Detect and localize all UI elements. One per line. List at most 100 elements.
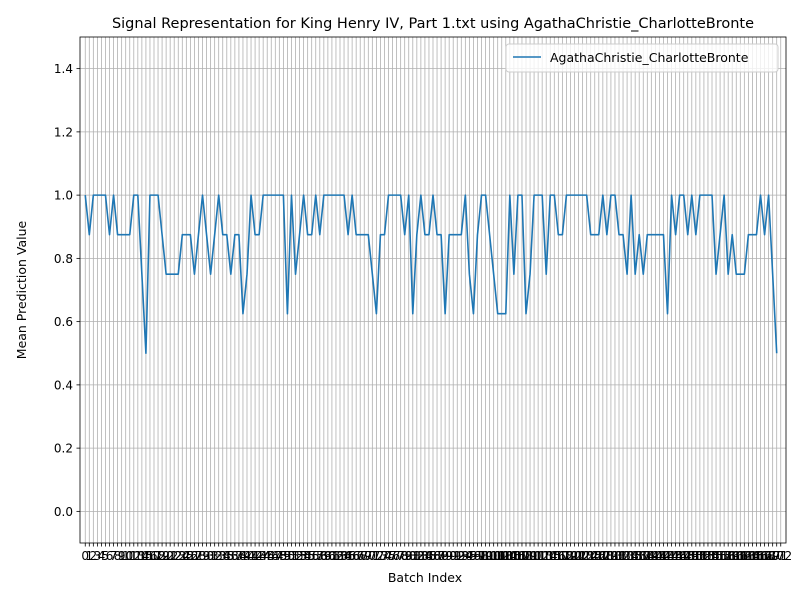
x-tick-label: 82 xyxy=(409,549,424,563)
x-tick-label: 92 xyxy=(450,549,465,563)
x-tick-label: 120 xyxy=(559,549,582,563)
x-tick-label: 19 xyxy=(154,549,169,563)
chart-title: Signal Representation for King Henry IV,… xyxy=(112,16,754,32)
x-tick-label: 52 xyxy=(288,549,303,563)
x-tick-label: 101 xyxy=(482,549,505,563)
y-tick-label: 1.2 xyxy=(54,125,73,139)
x-tick-label: 89 xyxy=(437,549,452,563)
x-tick-label: 153 xyxy=(692,549,715,563)
x-tick-label: 21 xyxy=(163,549,178,563)
x-tick-label: 53 xyxy=(292,549,307,563)
x-tick-label: 42 xyxy=(247,549,262,563)
x-tick-label: 54 xyxy=(296,549,311,563)
x-tick-label: 26 xyxy=(183,549,198,563)
x-tick-label: 127 xyxy=(587,549,610,563)
x-tick-label: 10 xyxy=(118,549,133,563)
x-tick-label: 164 xyxy=(737,549,760,563)
horizontal-gridlines xyxy=(80,68,786,512)
x-tick-label: 107 xyxy=(506,549,529,563)
x-tick-label: 1 xyxy=(85,549,93,563)
x-tick-label: 125 xyxy=(579,549,602,563)
x-tick-label: 37 xyxy=(227,549,242,563)
x-tick-label: 160 xyxy=(721,549,744,563)
x-tick-label: 119 xyxy=(555,549,578,563)
x-tick-label: 104 xyxy=(494,549,517,563)
x-tick-label: 133 xyxy=(612,549,635,563)
x-tick-label: 113 xyxy=(531,549,554,563)
x-tick-label: 146 xyxy=(664,549,687,563)
x-tick-label: 90 xyxy=(442,549,457,563)
x-tick-label: 148 xyxy=(672,549,695,563)
x-tick-label: 81 xyxy=(405,549,420,563)
x-tick-label: 100 xyxy=(478,549,501,563)
x-tick-label: 18 xyxy=(150,549,165,563)
x-tick-label: 124 xyxy=(575,549,598,563)
x-tick-label: 44 xyxy=(256,549,271,563)
x-tick-label: 171 xyxy=(765,549,788,563)
x-tick-label: 24 xyxy=(175,549,190,563)
x-tick-label: 56 xyxy=(304,549,319,563)
x-tick-label: 139 xyxy=(636,549,659,563)
x-tick-label: 106 xyxy=(502,549,525,563)
x-tick-label: 115 xyxy=(539,549,562,563)
x-tick-label: 63 xyxy=(332,549,347,563)
x-tick-label: 39 xyxy=(235,549,250,563)
x-tick-label: 114 xyxy=(535,549,558,563)
x-tick-label: 3 xyxy=(94,549,102,563)
x-tick-label: 77 xyxy=(389,549,404,563)
x-tick-label: 157 xyxy=(709,549,732,563)
x-tick-label: 30 xyxy=(199,549,214,563)
x-tick-label: 51 xyxy=(284,549,299,563)
x-tick-label: 140 xyxy=(640,549,663,563)
x-tick-label: 7 xyxy=(110,549,118,563)
x-tick-label: 170 xyxy=(761,549,784,563)
x-tick-label: 94 xyxy=(458,549,473,563)
x-tick-label: 147 xyxy=(668,549,691,563)
x-tick-label: 16 xyxy=(142,549,157,563)
legend-entry-label: AgathaChristie_CharlotteBronte xyxy=(550,50,749,65)
x-tick-label: 27 xyxy=(187,549,202,563)
x-tick-label: 161 xyxy=(725,549,748,563)
x-tick-label: 93 xyxy=(454,549,469,563)
x-tick-label: 57 xyxy=(308,549,323,563)
x-tick-label: 97 xyxy=(470,549,485,563)
x-tick-label: 8 xyxy=(114,549,122,563)
x-tick-label: 118 xyxy=(551,549,574,563)
x-tick-label: 122 xyxy=(567,549,590,563)
x-tick-label: 68 xyxy=(353,549,368,563)
x-tick-label: 12 xyxy=(126,549,141,563)
x-tick-label: 74 xyxy=(377,549,392,563)
x-tick-label: 137 xyxy=(628,549,651,563)
x-tick-label: 151 xyxy=(684,549,707,563)
x-tick-label: 4 xyxy=(98,549,106,563)
x-tick-label: 103 xyxy=(490,549,513,563)
x-tick-label: 20 xyxy=(158,549,173,563)
x-tick-label: 162 xyxy=(729,549,752,563)
y-axis-ticks: 0.0 0.2 0.4 0.6 0.8 1.0 1.2 1.4 xyxy=(54,62,80,519)
x-tick-label: 96 xyxy=(466,549,481,563)
x-tick-label: 36 xyxy=(223,549,238,563)
x-tick-label: 86 xyxy=(425,549,440,563)
x-tick-label: 88 xyxy=(433,549,448,563)
x-tick-label: 50 xyxy=(280,549,295,563)
y-tick-label: 0.4 xyxy=(54,378,73,392)
x-tick-label: 84 xyxy=(417,549,432,563)
series-line xyxy=(84,194,778,355)
x-tick-label: 72 xyxy=(369,549,384,563)
y-tick-label: 1.0 xyxy=(54,189,73,203)
x-tick-label: 15 xyxy=(138,549,153,563)
x-tick-label: 126 xyxy=(583,549,606,563)
x-tick-label: 55 xyxy=(300,549,315,563)
x-tick-label: 49 xyxy=(276,549,291,563)
x-tick-label: 43 xyxy=(251,549,266,563)
x-tick-label: 28 xyxy=(191,549,206,563)
x-tick-label: 66 xyxy=(344,549,359,563)
x-tick-label: 152 xyxy=(688,549,711,563)
x-tick-label: 95 xyxy=(462,549,477,563)
x-tick-label: 75 xyxy=(381,549,396,563)
x-tick-label: 64 xyxy=(336,549,351,563)
x-tick-label: 71 xyxy=(365,549,380,563)
x-tick-label: 110 xyxy=(519,549,542,563)
y-tick-label: 1.4 xyxy=(54,62,73,76)
